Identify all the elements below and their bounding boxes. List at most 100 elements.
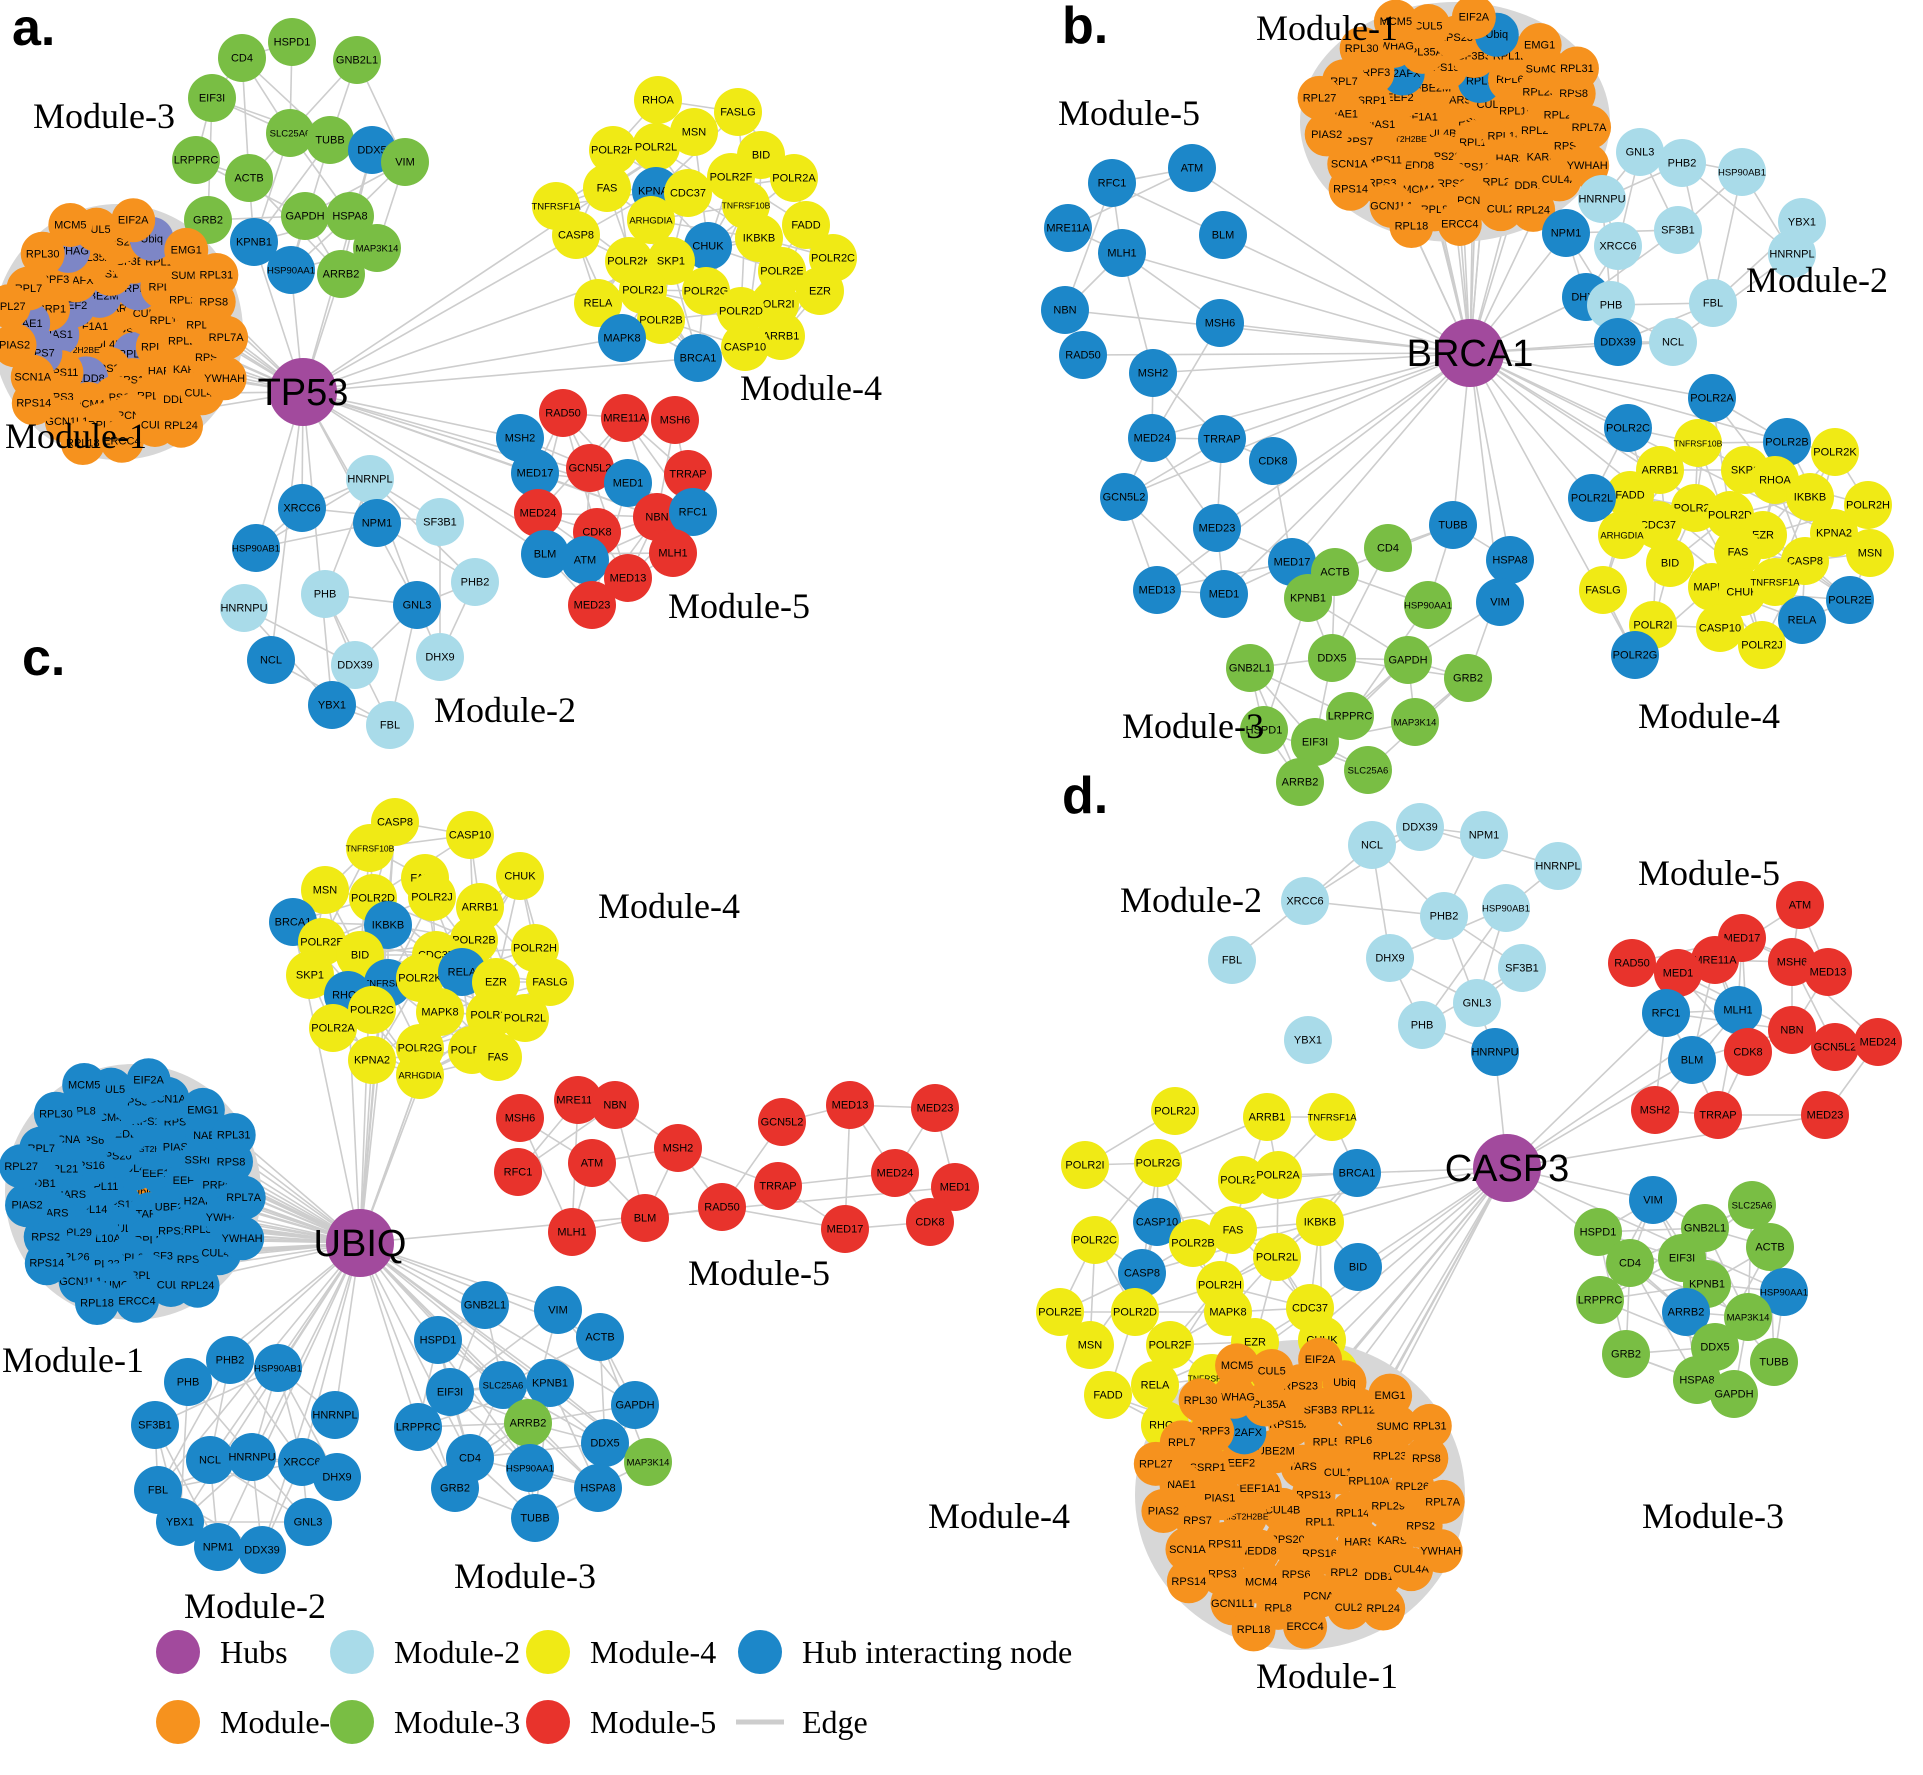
node-RPL24[interactable] (1511, 187, 1556, 232)
node-RPS14[interactable] (24, 1241, 69, 1286)
node-ARHGDIA[interactable] (1598, 511, 1646, 559)
node-RELA[interactable] (574, 279, 622, 327)
node-RPL30[interactable] (20, 231, 65, 276)
node-MRE11A[interactable] (601, 394, 649, 442)
node-MED24[interactable] (1128, 414, 1176, 462)
node-ARRB2[interactable] (317, 250, 365, 298)
node-POLR2K[interactable] (1218, 1156, 1266, 1204)
node-RPL7A[interactable] (204, 315, 249, 360)
node-RPL27[interactable] (0, 284, 31, 329)
node-XRCC6[interactable] (278, 484, 326, 532)
node-NBN[interactable] (1041, 286, 1089, 334)
node-RPL30[interactable] (33, 1091, 78, 1136)
node-SLC25A6[interactable] (479, 1361, 527, 1409)
node-HSP90AA1[interactable] (1404, 581, 1452, 629)
node-CDC37[interactable] (1634, 501, 1682, 549)
node-MED1[interactable] (604, 459, 652, 507)
node-DHX9[interactable] (416, 633, 464, 681)
node-HSPD1[interactable] (414, 1316, 462, 1364)
node-CD4[interactable] (218, 34, 266, 82)
node-MSH2[interactable] (1631, 1086, 1679, 1134)
node-HSPA8[interactable] (1673, 1356, 1721, 1404)
node-PIAS2[interactable] (1304, 112, 1349, 157)
node-KPNB1[interactable] (1284, 574, 1332, 622)
node-POLR2A[interactable] (1688, 374, 1736, 422)
node-RPL7A[interactable] (1567, 105, 1612, 150)
node-GAPDH[interactable] (1384, 636, 1432, 684)
node-CDK8[interactable] (906, 1198, 954, 1246)
node-GNL3[interactable] (393, 581, 441, 629)
node-SF3B1[interactable] (1498, 944, 1546, 992)
node-RELA[interactable] (1131, 1361, 1179, 1409)
node-CUL2[interactable] (1478, 187, 1523, 232)
node-KPNB1[interactable] (230, 218, 278, 266)
node-PIAS2[interactable] (5, 1183, 50, 1228)
node-GRB2[interactable] (1444, 654, 1492, 702)
node-POLR2L[interactable] (1568, 474, 1616, 522)
node-TNFRSF1A[interactable] (1308, 1093, 1356, 1141)
node-MED23[interactable] (1193, 504, 1241, 552)
node-RFC1[interactable] (669, 488, 717, 536)
node-MED23[interactable] (911, 1084, 959, 1132)
node-MCM5[interactable] (1373, 0, 1418, 44)
node-YBX1[interactable] (1284, 1016, 1332, 1064)
node-MED13[interactable] (1804, 948, 1852, 996)
node-CUL5[interactable] (1249, 1349, 1294, 1394)
node-FASLG[interactable] (1579, 566, 1627, 614)
node-YBX1[interactable] (156, 1498, 204, 1546)
node-NCL[interactable] (186, 1436, 234, 1484)
node-VIM[interactable] (1629, 1176, 1677, 1224)
node-GCN5L2[interactable] (566, 444, 614, 492)
node-MCM5[interactable] (62, 1062, 107, 1107)
node-MSH2[interactable] (1129, 349, 1177, 397)
node-MAP3K14[interactable] (353, 224, 401, 272)
node-POLR2C[interactable] (1604, 404, 1652, 452)
node-ARRB2[interactable] (1662, 1288, 1710, 1336)
node-RFC1[interactable] (1642, 989, 1690, 1037)
node-TNFRSF10B[interactable] (1674, 419, 1722, 467)
node-MED17[interactable] (821, 1205, 869, 1253)
node-GCN5L2[interactable] (1811, 1023, 1859, 1071)
node-SLC25A6[interactable] (266, 109, 314, 157)
node-YWHAH[interactable] (202, 356, 247, 401)
node-FBL[interactable] (1208, 936, 1256, 984)
node-MED1[interactable] (1654, 949, 1702, 997)
node-POLR2E[interactable] (1826, 576, 1874, 624)
node-GAPDH[interactable] (611, 1381, 659, 1429)
node-EIF3I[interactable] (1291, 718, 1339, 766)
node-CD4[interactable] (1364, 524, 1412, 572)
node-FAS[interactable] (474, 1033, 522, 1081)
node-DDX39[interactable] (238, 1526, 286, 1574)
node-MSH6[interactable] (496, 1094, 544, 1142)
node-PHB2[interactable] (451, 558, 499, 606)
node-PHB2[interactable] (1658, 139, 1706, 187)
node-ERCC4[interactable] (114, 1278, 159, 1323)
node-EZR[interactable] (796, 267, 844, 315)
node-HNRNPL[interactable] (1534, 842, 1582, 890)
node-CASP10[interactable] (1133, 1198, 1181, 1246)
node-MAP3K14[interactable] (1391, 698, 1439, 746)
node-CASP8[interactable] (1118, 1249, 1166, 1297)
node-HSP90AA1[interactable] (1760, 1268, 1808, 1316)
node-POLR2A[interactable] (1254, 1151, 1302, 1199)
node-EIF2A[interactable] (1451, 0, 1496, 40)
node-POLR2I[interactable] (1061, 1141, 1109, 1189)
node-POLR2J[interactable] (1738, 621, 1786, 669)
node-MLH1[interactable] (548, 1208, 596, 1256)
node-MRE11A[interactable] (1044, 204, 1092, 252)
node-NBN[interactable] (633, 493, 681, 541)
node-EMG1[interactable] (164, 227, 209, 272)
hub-node-UBIQ[interactable] (326, 1209, 394, 1277)
node-RPS14[interactable] (1166, 1559, 1211, 1604)
node-MED24[interactable] (871, 1149, 919, 1197)
node-DDX39[interactable] (1594, 318, 1642, 366)
node-ARRB1[interactable] (757, 312, 805, 360)
node-RPL31[interactable] (194, 252, 239, 297)
node-ARRB2[interactable] (1276, 758, 1324, 806)
node-MAP3K14[interactable] (1724, 1293, 1772, 1341)
node-YBX1[interactable] (308, 681, 356, 729)
node-HNRNPL[interactable] (1768, 230, 1816, 278)
node-HNRNPL[interactable] (346, 455, 394, 503)
node-CASP10[interactable] (721, 323, 769, 371)
node-NCL[interactable] (1348, 821, 1396, 869)
